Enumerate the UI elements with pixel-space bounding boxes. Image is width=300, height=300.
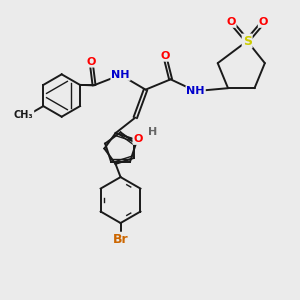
Text: S: S — [243, 34, 252, 48]
Text: Br: Br — [113, 233, 128, 246]
Text: NH: NH — [111, 70, 130, 80]
Text: O: O — [86, 57, 96, 67]
Text: H: H — [148, 127, 158, 137]
Text: O: O — [259, 17, 268, 27]
Text: O: O — [134, 134, 143, 144]
Text: O: O — [160, 51, 169, 61]
Text: NH: NH — [186, 86, 205, 96]
Text: CH₃: CH₃ — [14, 110, 33, 120]
Text: O: O — [226, 17, 236, 27]
